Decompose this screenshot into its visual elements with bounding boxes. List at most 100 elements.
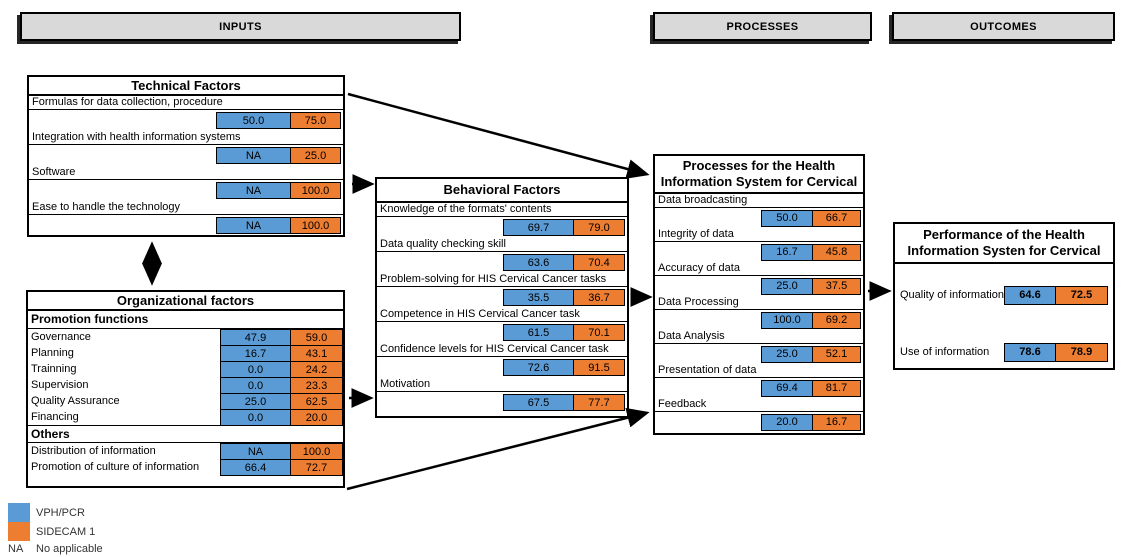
inputs-header: INPUTS bbox=[20, 12, 461, 41]
vph-pcr-value: 0.0 bbox=[220, 377, 291, 394]
arrow-organizational-to-processes bbox=[346, 407, 650, 491]
org-row: Quality Assurance 25.0 62.5 bbox=[28, 393, 343, 410]
sidecam-value: 72.7 bbox=[290, 459, 343, 476]
vph-pcr-value: 25.0 bbox=[220, 393, 291, 410]
sidecam-value: 81.7 bbox=[812, 379, 861, 397]
vph-pcr-value: 0.0 bbox=[220, 409, 291, 426]
processes-header: PROCESSES bbox=[653, 12, 872, 41]
sidecam-value: 62.5 bbox=[290, 393, 343, 410]
value-row: NA 25.0 bbox=[29, 145, 343, 166]
vph-pcr-value: NA bbox=[220, 443, 291, 460]
row-label: Use of information bbox=[900, 346, 990, 358]
orange-swatch-icon bbox=[8, 522, 30, 541]
org-row: Promotion of culture of information 66.4… bbox=[28, 459, 343, 476]
vph-pcr-value: NA bbox=[216, 217, 291, 234]
item-label: Data broadcasting bbox=[655, 194, 863, 208]
vph-pcr-value: 66.4 bbox=[220, 459, 291, 476]
sidecam-value: 52.1 bbox=[812, 345, 861, 363]
legend-row-sidecam: SIDECAM 1 bbox=[8, 522, 103, 541]
row-label: Promotion of culture of information bbox=[31, 461, 200, 473]
organizational-factors-title: Organizational factors bbox=[28, 292, 343, 311]
technical-item: Software NA 100.0 bbox=[29, 166, 343, 201]
value-row: 35.5 36.7 bbox=[377, 287, 627, 308]
sidecam-value: 24.2 bbox=[290, 361, 343, 378]
item-label: Confidence levels for HIS Cervical Cance… bbox=[377, 343, 627, 357]
performance-box: Performance of the Health Information Sy… bbox=[893, 222, 1115, 370]
row-label: Distribution of information bbox=[31, 445, 156, 457]
process-item: Feedback 20.0 16.7 bbox=[655, 398, 863, 432]
section-header-promotion-functions: Promotion functions bbox=[28, 311, 343, 329]
vph-pcr-value: 20.0 bbox=[761, 413, 813, 431]
sidecam-value: 72.5 bbox=[1055, 285, 1108, 305]
value-row: 50.0 66.7 bbox=[655, 208, 863, 228]
vph-pcr-value: NA bbox=[216, 182, 291, 199]
sidecam-value: 78.9 bbox=[1055, 342, 1108, 362]
sidecam-value: 36.7 bbox=[573, 289, 625, 306]
org-row: Governance 47.9 59.0 bbox=[28, 329, 343, 346]
sidecam-value: 100.0 bbox=[290, 217, 341, 234]
vph-pcr-value: 25.0 bbox=[761, 277, 813, 295]
sidecam-value: 23.3 bbox=[290, 377, 343, 394]
legend-row-na: NA No applicable bbox=[8, 541, 103, 557]
sidecam-value: 45.8 bbox=[812, 243, 861, 261]
item-label: Problem-solving for HIS Cervical Cancer … bbox=[377, 273, 627, 287]
technical-item: Ease to handle the technology NA 100.0 bbox=[29, 201, 343, 236]
item-label: Motivation bbox=[377, 378, 627, 392]
sidecam-value: 25.0 bbox=[290, 147, 341, 164]
legend-row-vph: VPH/PCR bbox=[8, 503, 103, 522]
value-row: 16.7 45.8 bbox=[655, 242, 863, 262]
vph-pcr-value: 16.7 bbox=[761, 243, 813, 261]
vph-pcr-value: NA bbox=[216, 147, 291, 164]
vph-pcr-value: 78.6 bbox=[1004, 342, 1056, 362]
behavioral-factors-title: Behavioral Factors bbox=[377, 179, 627, 203]
item-label: Ease to handle the technology bbox=[29, 201, 343, 215]
sidecam-value: 100.0 bbox=[290, 182, 341, 199]
technical-item: Integration with health information syst… bbox=[29, 131, 343, 166]
value-row: 72.6 91.5 bbox=[377, 357, 627, 378]
vph-pcr-value: 50.0 bbox=[216, 112, 291, 129]
sidecam-value: 79.0 bbox=[573, 219, 625, 236]
value-row: 20.0 16.7 bbox=[655, 412, 863, 432]
value-row: 69.7 79.0 bbox=[377, 217, 627, 238]
process-item: Data broadcasting 50.0 66.7 bbox=[655, 194, 863, 228]
row-label: Quality Assurance bbox=[31, 395, 120, 407]
value-row: 25.0 52.1 bbox=[655, 344, 863, 364]
item-label: Accuracy of data bbox=[655, 262, 863, 276]
behavioral-item: Motivation 67.5 77.7 bbox=[377, 378, 627, 413]
item-label: Presentation of data bbox=[655, 364, 863, 378]
process-item: Data Analysis 25.0 52.1 bbox=[655, 330, 863, 364]
value-row: 67.5 77.7 bbox=[377, 392, 627, 413]
sidecam-value: 77.7 bbox=[573, 394, 625, 411]
legend: VPH/PCR SIDECAM 1 NA No applicable bbox=[8, 503, 103, 557]
item-label: Integrity of data bbox=[655, 228, 863, 242]
outcomes-header: OUTCOMES bbox=[892, 12, 1115, 41]
item-label: Data Processing bbox=[655, 296, 863, 310]
sidecam-value: 20.0 bbox=[290, 409, 343, 426]
vph-pcr-value: 100.0 bbox=[761, 311, 813, 329]
value-row: 100.0 69.2 bbox=[655, 310, 863, 330]
org-row: Supervision 0.0 23.3 bbox=[28, 377, 343, 394]
sidecam-value: 66.7 bbox=[812, 209, 861, 227]
behavioral-item: Knowledge of the formats' contents 69.7 … bbox=[377, 203, 627, 238]
org-row: Trainning 0.0 24.2 bbox=[28, 361, 343, 378]
behavioral-item: Problem-solving for HIS Cervical Cancer … bbox=[377, 273, 627, 308]
vph-pcr-value: 69.4 bbox=[761, 379, 813, 397]
item-label: Data Analysis bbox=[655, 330, 863, 344]
vph-pcr-value: 63.6 bbox=[503, 254, 574, 271]
row-label: Planning bbox=[31, 347, 74, 359]
value-row: 50.0 75.0 bbox=[29, 110, 343, 131]
row-label: Trainning bbox=[31, 363, 77, 375]
sidecam-value: 70.1 bbox=[573, 324, 625, 341]
item-label: Formulas for data collection, procedure bbox=[29, 96, 343, 110]
legend-label: VPH/PCR bbox=[36, 506, 85, 519]
process-item: Presentation of data 69.4 81.7 bbox=[655, 364, 863, 398]
performance-row: Use of information 78.6 78.9 bbox=[895, 342, 1113, 362]
value-row: 69.4 81.7 bbox=[655, 378, 863, 398]
technical-item: Formulas for data collection, procedure … bbox=[29, 96, 343, 131]
process-item: Accuracy of data 25.0 37.5 bbox=[655, 262, 863, 296]
sidecam-value: 91.5 bbox=[573, 359, 625, 376]
technical-factors-box: Technical Factors Formulas for data coll… bbox=[27, 75, 345, 237]
item-label: Software bbox=[29, 166, 343, 180]
org-row: Financing 0.0 20.0 bbox=[28, 409, 343, 426]
